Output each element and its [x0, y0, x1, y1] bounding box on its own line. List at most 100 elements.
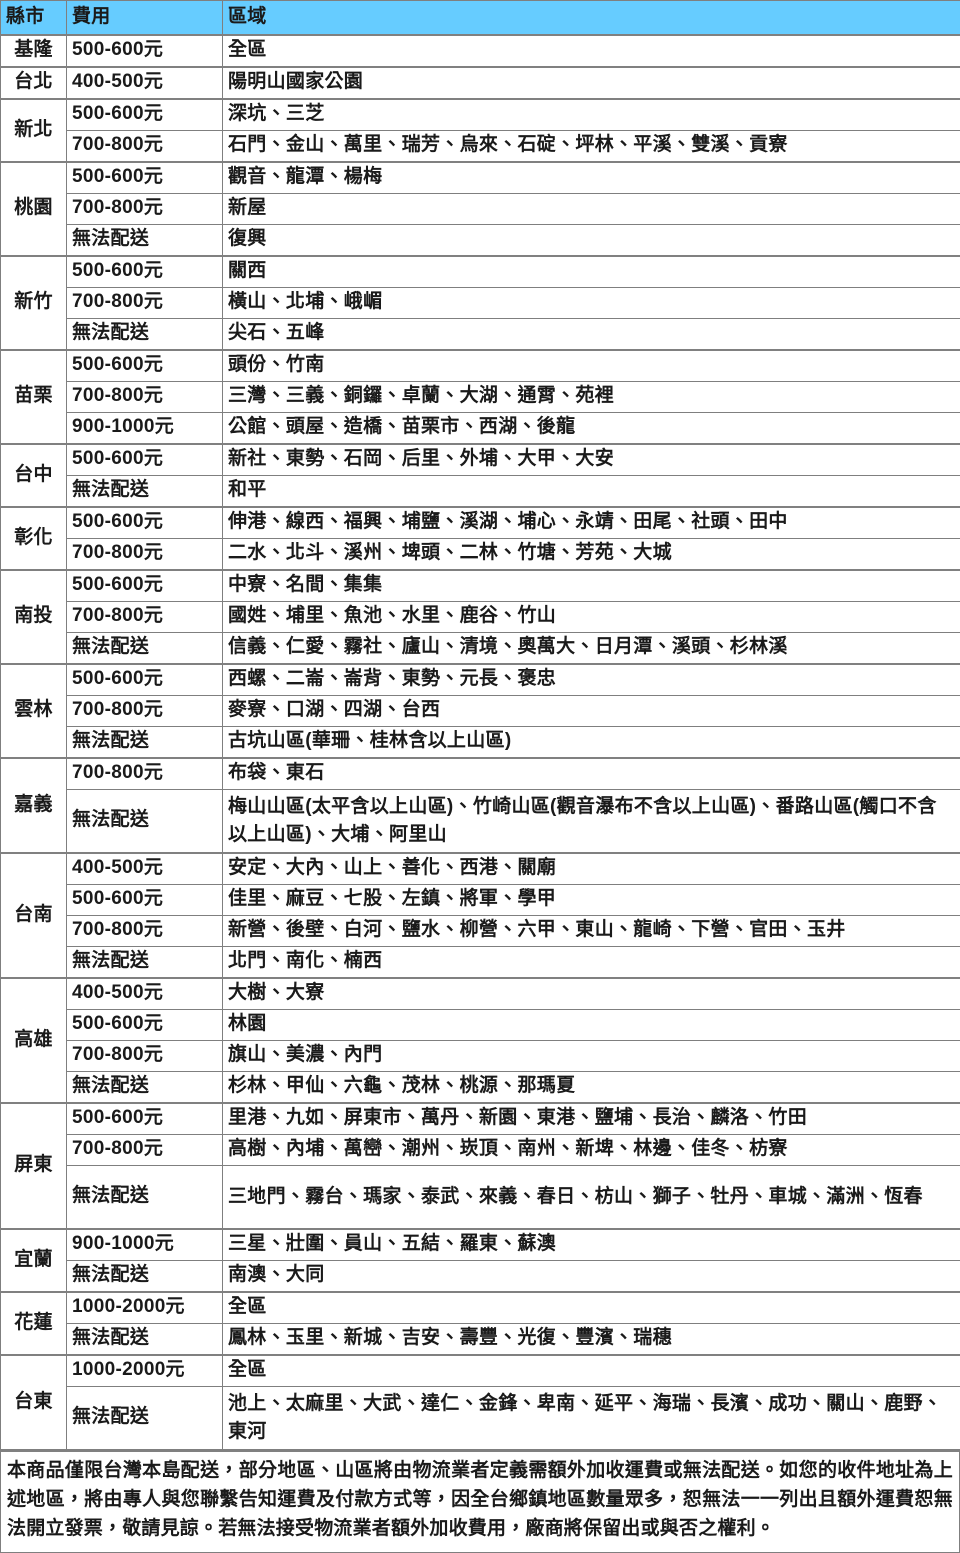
- table-row: 500-600元佳里、麻豆、七股、左鎮、將軍、學甲: [1, 885, 960, 916]
- cell-fee: 無法配送: [67, 225, 223, 257]
- table-row: 700-800元橫山、北埔、峨嵋: [1, 288, 960, 319]
- cell-fee: 900-1000元: [67, 413, 223, 445]
- cell-area: 麥寮、口湖、四湖、台西: [223, 696, 960, 727]
- cell-area: 新社、東勢、石岡、后里、外埔、大甲、大安: [223, 444, 960, 476]
- cell-fee: 700-800元: [67, 382, 223, 413]
- cell-area: 全區: [223, 35, 960, 67]
- cell-city: 花蓮: [1, 1292, 67, 1355]
- cell-fee: 500-600元: [67, 1010, 223, 1041]
- cell-area: 全區: [223, 1355, 960, 1387]
- column-header-city: 縣市: [1, 1, 67, 36]
- cell-area: 安定、大內、山上、善化、西港、關廟: [223, 853, 960, 885]
- table-row: 900-1000元公館、頭屋、造橋、苗栗市、西湖、後龍: [1, 413, 960, 445]
- cell-city: 新竹: [1, 256, 67, 350]
- cell-area: 新營、後壁、白河、鹽水、柳營、六甲、東山、龍崎、下營、官田、玉井: [223, 916, 960, 947]
- cell-fee: 無法配送: [67, 790, 223, 854]
- cell-area: 三灣、三義、銅鑼、卓蘭、大湖、通霄、苑裡: [223, 382, 960, 413]
- cell-area: 尖石、五峰: [223, 319, 960, 351]
- table-row: 700-800元麥寮、口湖、四湖、台西: [1, 696, 960, 727]
- cell-area: 橫山、北埔、峨嵋: [223, 288, 960, 319]
- cell-area: 大樹、大寮: [223, 978, 960, 1010]
- cell-fee: 400-500元: [67, 978, 223, 1010]
- cell-city: 新北: [1, 99, 67, 162]
- cell-fee: 400-500元: [67, 853, 223, 885]
- cell-area: 梅山山區(太平含以上山區)、竹崎山區(觀音瀑布不含以上山區)、番路山區(觸口不含…: [223, 790, 960, 854]
- cell-fee: 700-800元: [67, 758, 223, 790]
- cell-area: 三地門、霧台、瑪家、泰武、來義、春日、枋山、獅子、牡丹、車城、滿洲、恆春: [223, 1166, 960, 1230]
- cell-fee: 700-800元: [67, 1135, 223, 1166]
- cell-area: 全區: [223, 1292, 960, 1324]
- table-row: 700-800元新營、後壁、白河、鹽水、柳營、六甲、東山、龍崎、下營、官田、玉井: [1, 916, 960, 947]
- cell-area: 古坑山區(華珊、桂林含以上山區): [223, 727, 960, 759]
- cell-fee: 無法配送: [67, 727, 223, 759]
- table-row: 700-800元旗山、美濃、內門: [1, 1041, 960, 1072]
- table-row: 無法配送信義、仁愛、霧社、廬山、清境、奧萬大、日月潭、溪頭、杉林溪: [1, 633, 960, 665]
- cell-area: 高樹、內埔、萬巒、潮州、崁頂、南州、新埤、林邊、佳冬、枋寮: [223, 1135, 960, 1166]
- table-row: 無法配送杉林、甲仙、六龜、茂林、桃源、那瑪夏: [1, 1072, 960, 1104]
- cell-fee: 無法配送: [67, 476, 223, 508]
- cell-city: 桃園: [1, 162, 67, 256]
- cell-area: 伸港、線西、福興、埔鹽、溪湖、埔心、永靖、田尾、社頭、田中: [223, 507, 960, 539]
- cell-fee: 500-600元: [67, 444, 223, 476]
- column-header-fee: 費用: [67, 1, 223, 36]
- cell-fee: 500-600元: [67, 162, 223, 194]
- cell-fee: 700-800元: [67, 539, 223, 571]
- cell-area: 旗山、美濃、內門: [223, 1041, 960, 1072]
- cell-fee: 無法配送: [67, 633, 223, 665]
- table-row: 700-800元三灣、三義、銅鑼、卓蘭、大湖、通霄、苑裡: [1, 382, 960, 413]
- cell-city: 台中: [1, 444, 67, 507]
- cell-area: 三星、壯圍、員山、五結、羅東、蘇澳: [223, 1229, 960, 1261]
- cell-city: 彰化: [1, 507, 67, 570]
- cell-fee: 700-800元: [67, 696, 223, 727]
- cell-area: 西螺、二崙、崙背、東勢、元長、褒忠: [223, 664, 960, 696]
- cell-area: 陽明山國家公園: [223, 67, 960, 99]
- cell-fee: 無法配送: [67, 1324, 223, 1356]
- table-row: 無法配送復興: [1, 225, 960, 257]
- table-row: 500-600元林園: [1, 1010, 960, 1041]
- cell-fee: 900-1000元: [67, 1229, 223, 1261]
- table-row: 無法配送古坑山區(華珊、桂林含以上山區): [1, 727, 960, 759]
- cell-fee: 500-600元: [67, 35, 223, 67]
- cell-city: 嘉義: [1, 758, 67, 853]
- cell-area: 中寮、名間、集集: [223, 570, 960, 602]
- cell-area: 南澳、大同: [223, 1261, 960, 1293]
- cell-fee: 500-600元: [67, 570, 223, 602]
- table-row: 無法配送鳳林、玉里、新城、吉安、壽豐、光復、豐濱、瑞穗: [1, 1324, 960, 1356]
- cell-area: 觀音、龍潭、楊梅: [223, 162, 960, 194]
- table-row: 無法配送和平: [1, 476, 960, 508]
- cell-fee: 500-600元: [67, 99, 223, 131]
- table-row: 無法配送三地門、霧台、瑪家、泰武、來義、春日、枋山、獅子、牡丹、車城、滿洲、恆春: [1, 1166, 960, 1230]
- table-row: 無法配送南澳、大同: [1, 1261, 960, 1293]
- cell-city: 宜蘭: [1, 1229, 67, 1292]
- cell-city: 基隆: [1, 35, 67, 67]
- cell-fee: 500-600元: [67, 664, 223, 696]
- cell-fee: 無法配送: [67, 1166, 223, 1230]
- table-row: 無法配送池上、太麻里、大武、達仁、金鋒、卑南、延平、海瑞、長濱、成功、關山、鹿野…: [1, 1387, 960, 1450]
- cell-area: 北門、南化、楠西: [223, 947, 960, 979]
- cell-area: 國姓、埔里、魚池、水里、鹿谷、竹山: [223, 602, 960, 633]
- cell-city: 雲林: [1, 664, 67, 758]
- cell-city: 台北: [1, 67, 67, 99]
- cell-area: 里港、九如、屏東市、萬丹、新園、東港、鹽埔、長治、麟洛、竹田: [223, 1103, 960, 1135]
- cell-area: 新屋: [223, 194, 960, 225]
- cell-fee: 無法配送: [67, 1072, 223, 1104]
- table-row: 700-800元國姓、埔里、魚池、水里、鹿谷、竹山: [1, 602, 960, 633]
- cell-area: 鳳林、玉里、新城、吉安、壽豐、光復、豐濱、瑞穗: [223, 1324, 960, 1356]
- table-header: 縣市 費用 區域: [1, 1, 960, 36]
- cell-fee: 700-800元: [67, 916, 223, 947]
- cell-area: 深坑、三芝: [223, 99, 960, 131]
